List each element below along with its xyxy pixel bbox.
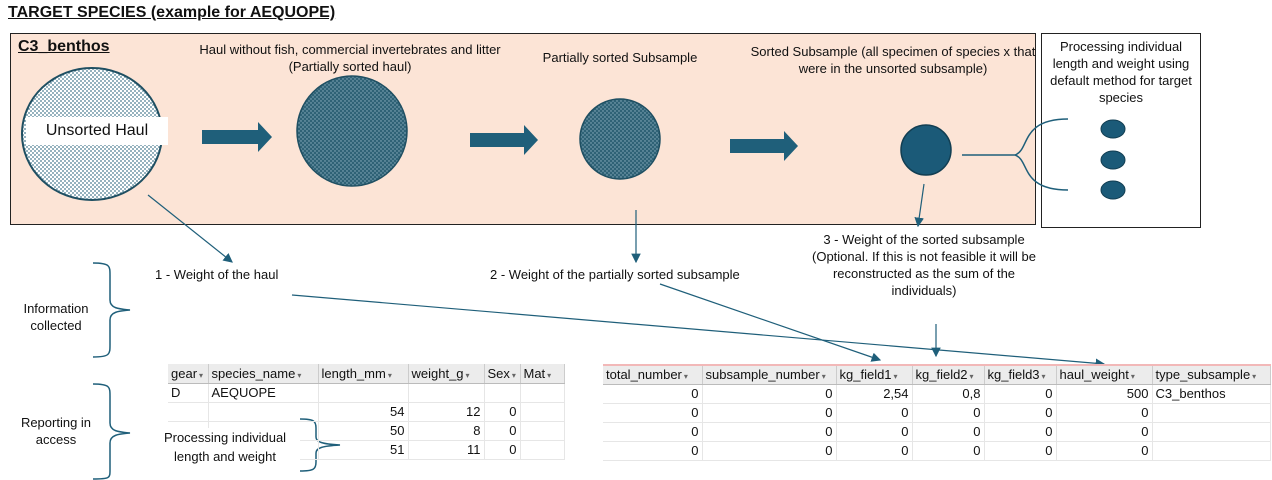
split-brace [962, 118, 1069, 191]
page-title: TARGET SPECIES (example for AEQUOPE) [8, 4, 336, 21]
col-kg-field1[interactable]: kg_field1 ▾ [836, 364, 913, 385]
arrow-w1-to-haul-weight [291, 294, 1106, 369]
block-arrow-1 [202, 122, 272, 152]
step3-caption: Sorted Subsample (all specimen of specie… [750, 44, 1036, 76]
stage-label: C3_benthos [18, 38, 110, 55]
individual-dot-2 [1100, 150, 1126, 170]
col-sex[interactable]: Sex ▾ [484, 364, 521, 384]
information-collected-label: Information collected [23, 301, 89, 333]
table-row[interactable]: 0 0 2,54 0,8 0 500 C3_benthos [603, 384, 1271, 404]
table-row[interactable]: D AEQUOPE [168, 383, 565, 403]
side-caption: Processing individual length and weight … [1050, 39, 1192, 105]
arrow-haul-to-w1 [147, 194, 233, 263]
col-weight-g[interactable]: weight_g ▾ [408, 364, 485, 384]
col-kg-field2[interactable]: kg_field2 ▾ [912, 364, 985, 385]
report-brace [92, 383, 131, 480]
individual-dot-1 [1100, 119, 1126, 139]
col-haul-weight[interactable]: haul_weight ▾ [1056, 364, 1153, 385]
c3-benthos-panel [10, 33, 1036, 225]
individual-dot-3 [1100, 180, 1126, 200]
table-row[interactable]: 0 0 0 0 0 0 [603, 403, 1271, 423]
subsample-table: total_number ▾ subsample_number ▾ kg_field… [603, 364, 1271, 461]
sorted-subsample-circle [900, 124, 952, 176]
arrow-sorted-to-w3 [914, 183, 925, 228]
col-type-subsample[interactable]: type_subsample ▾ [1152, 364, 1271, 385]
col-total-number[interactable]: total_number ▾ [603, 364, 703, 385]
processing-note: Processing individual length and weight [150, 428, 300, 466]
step2-caption: Partially sorted Subsample [542, 50, 698, 65]
reporting-in-access-label: Reporting in access [20, 415, 92, 447]
col-kg-field3[interactable]: kg_field3 ▾ [984, 364, 1057, 385]
partially-sorted-subsample-circle [579, 98, 661, 180]
table-row[interactable]: 0 0 0 0 0 0 [603, 422, 1271, 442]
weight-partial-subsample-label: 2 - Weight of the partially sorted subsa… [490, 267, 740, 282]
col-mat[interactable]: Mat ▾ [520, 364, 565, 384]
block-arrow-3 [730, 131, 798, 161]
arrow-w2-to-kg-field1 [659, 283, 882, 362]
weight-haul-label: 1 - Weight of the haul [155, 267, 279, 282]
info-brace [92, 262, 131, 358]
col-species-name[interactable]: species_name ▾ [208, 364, 319, 384]
weight-sorted-subsample-label: 3 - Weight of the sorted subsample (Opti… [812, 232, 1036, 298]
table-row[interactable]: 0 0 0 0 0 0 [603, 441, 1271, 461]
col-gear[interactable]: gear ▾ [168, 364, 209, 384]
block-arrow-2 [470, 125, 538, 155]
unsorted-haul-label: Unsorted Haul [26, 117, 168, 145]
partially-sorted-haul-circle [296, 75, 408, 187]
table-row[interactable]: 54 12 0 [168, 402, 565, 422]
step1-caption: Haul without fish, commercial invertebra… [199, 42, 501, 74]
col-length-mm[interactable]: length_mm ▾ [318, 364, 409, 384]
col-subsample-number[interactable]: subsample_number ▾ [702, 364, 837, 385]
